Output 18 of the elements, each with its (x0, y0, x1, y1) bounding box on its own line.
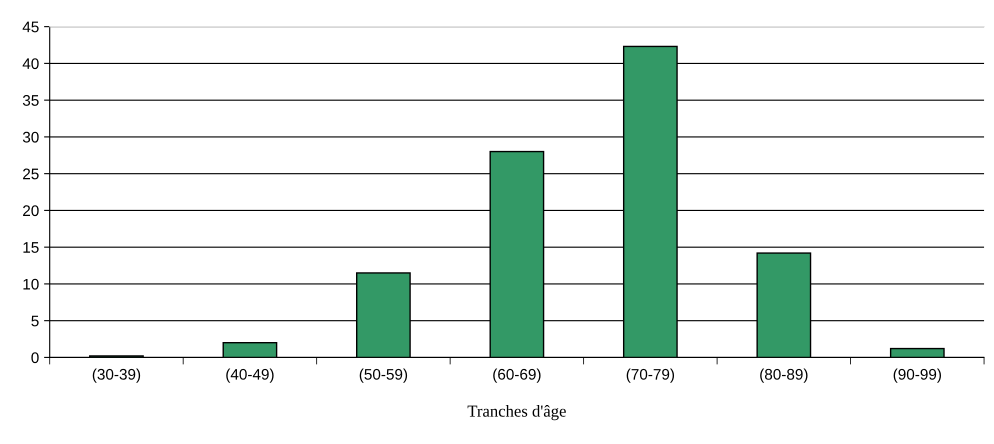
y-tick-label: 20 (23, 205, 39, 216)
y-tick-label: 0 (31, 352, 39, 364)
x-tick-label: (90-99) (894, 368, 941, 383)
y-tick-label: 45 (22, 22, 39, 32)
x-tick-label: (30-39) (92, 368, 140, 383)
y-tick-label: 5 (31, 316, 39, 326)
x-tick-label: (70-79) (626, 368, 674, 383)
x-tick-label: (40-49) (226, 368, 274, 383)
y-tick-label: 25 (23, 168, 39, 180)
x-tick-label: (50-59) (360, 368, 408, 383)
x-axis-title: Tranches d'âge (468, 404, 566, 420)
y-tick-label: 10 (23, 278, 39, 290)
x-tick-label: (80-89) (760, 368, 808, 383)
y-tick-label: 30 (22, 132, 39, 143)
y-tick-label: 35 (22, 95, 39, 106)
y-tick-label: 40 (22, 58, 39, 70)
y-tick-label: 15 (23, 242, 39, 253)
x-tick-label: (60-69) (493, 368, 541, 383)
